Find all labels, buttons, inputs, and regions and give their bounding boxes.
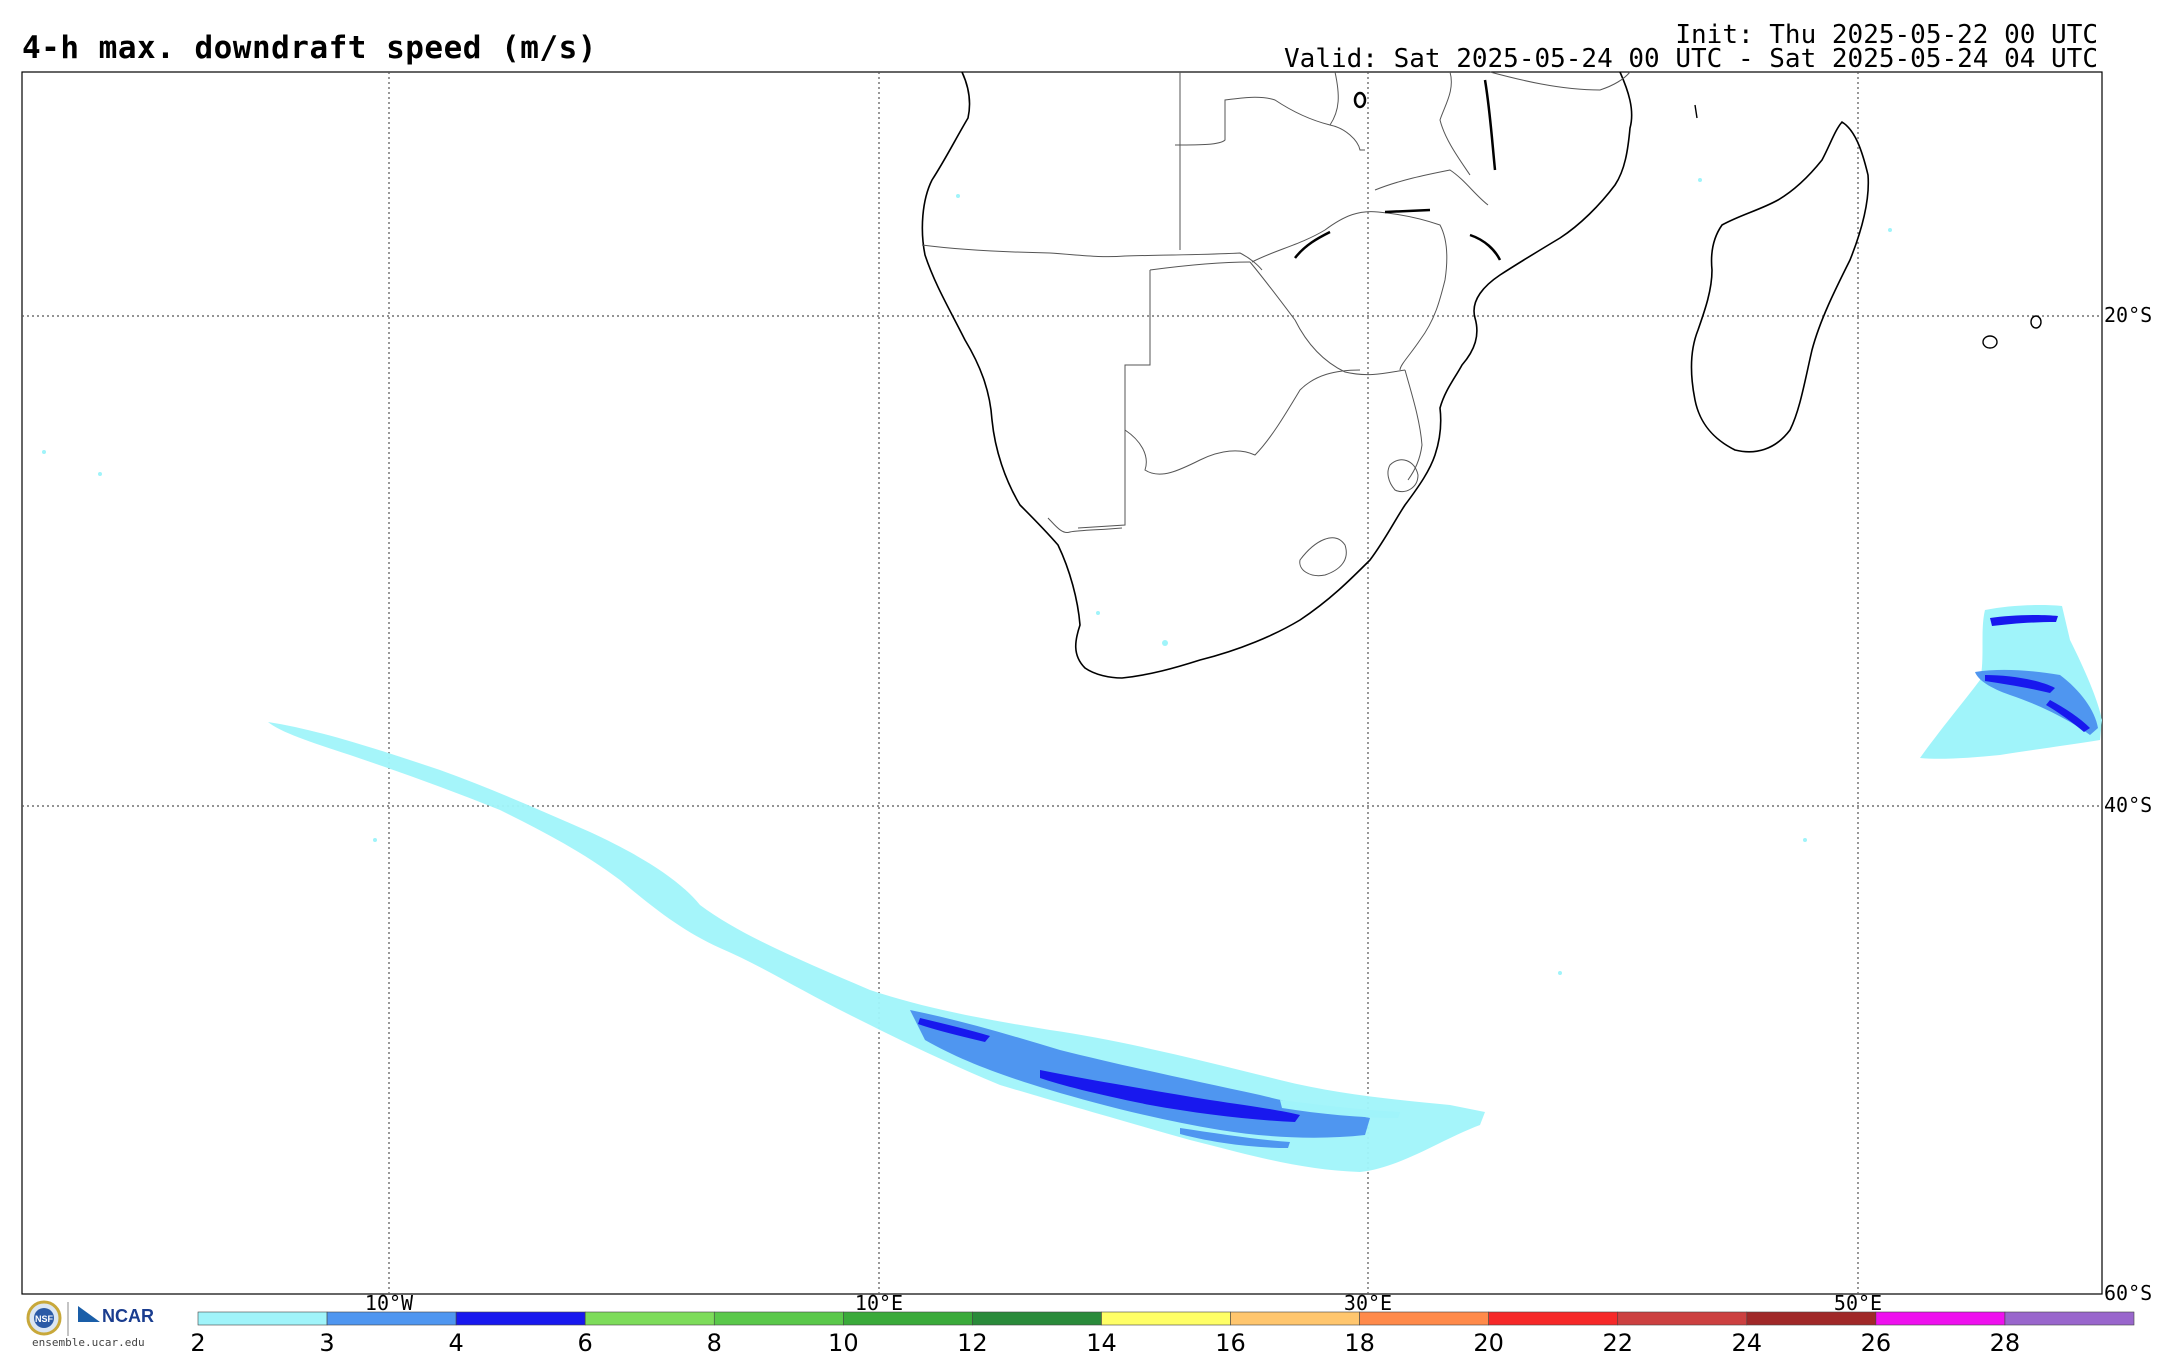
colorbar-tick-label: 18 (1344, 1329, 1375, 1354)
ncar-logo-mark (78, 1306, 100, 1322)
reunion-island (1982, 335, 1998, 349)
colorbar-tick-label: 22 (1602, 1329, 1633, 1354)
colorbar: 2 3 4 6 8 10 12 14 16 18 20 22 24 26 28 (190, 1311, 2135, 1354)
coastline-africa (921, 71, 1633, 679)
colorbar-swatch (1230, 1311, 1360, 1326)
colorbar-swatch (1359, 1311, 1489, 1326)
colorbar-swatch (326, 1311, 457, 1326)
lat-label-20s: 20°S (2104, 303, 2152, 327)
site-url: ensemble.ucar.edu (32, 1336, 145, 1349)
madagascar-coast (1690, 120, 1870, 453)
downdraft-swath-atlantic (268, 722, 1485, 1172)
colorbar-tick-label: 26 (1861, 1329, 1892, 1354)
colorbar-swatch (2004, 1311, 2135, 1326)
colorbar-tick-label: 4 (448, 1329, 463, 1354)
lakes (1294, 79, 1502, 261)
lon-label-10e: 10°E (855, 1291, 903, 1315)
nsf-logo-text: NSF (35, 1314, 54, 1324)
colorbar-tick-label: 28 (1990, 1329, 2021, 1354)
comoros-island (1694, 104, 1698, 119)
map-frame (21, 71, 2103, 1295)
lat-label-60s: 60°S (2104, 1281, 2152, 1305)
lon-label-50e: 50°E (1834, 1291, 1882, 1315)
lon-label-10w: 10°W (365, 1291, 414, 1315)
lon-label-30e: 30°E (1344, 1291, 1392, 1315)
colorbar-tick-label: 12 (957, 1329, 988, 1354)
islands (1694, 104, 2042, 349)
country-borders (921, 71, 1631, 577)
downdraft-specks (42, 178, 1892, 975)
colorbar-swatch (1746, 1311, 1877, 1326)
colorbar-swatch (713, 1311, 844, 1326)
mauritius-island (2030, 315, 2042, 329)
colorbar-tick-label: 14 (1086, 1329, 1117, 1354)
lesotho-border (1299, 537, 1347, 577)
ncar-logo (78, 1306, 100, 1322)
ncar-logo-text: NCAR (102, 1306, 154, 1326)
colorbar-swatch (584, 1311, 715, 1326)
colorbar-swatch (1488, 1311, 1619, 1326)
colorbar-swatch (1617, 1311, 1748, 1326)
colorbar-swatch (1101, 1311, 1231, 1326)
colorbar-tick-label: 8 (707, 1329, 722, 1354)
colorbar-tick-label: 24 (1732, 1329, 1763, 1354)
init-time: Init: Thu 2025-05-22 00 UTC (1675, 20, 2098, 50)
colorbar-tick-label: 6 (578, 1329, 593, 1354)
nsf-logo: NSF (26, 1300, 69, 1336)
colorbar-tick-label: 2 (190, 1329, 205, 1354)
colorbar-swatch (197, 1311, 328, 1326)
colorbar-tick-label: 3 (319, 1329, 334, 1354)
valid-time: Valid: Sat 2025-05-24 00 UTC - Sat 2025-… (1284, 44, 2098, 74)
eswatini-border (1387, 459, 1419, 493)
colorbar-swatch (843, 1311, 973, 1326)
graticule (22, 72, 2102, 1294)
colorbar-tick-label: 20 (1473, 1329, 1504, 1354)
colorbar-swatch (972, 1311, 1102, 1326)
colorbar-swatch (1875, 1311, 2006, 1326)
colorbar-tick-label: 10 (828, 1329, 859, 1354)
lat-label-40s: 40°S (2104, 793, 2152, 817)
colorbar-swatch (455, 1311, 586, 1326)
map-title: 4-h max. downdraft speed (m/s) (22, 30, 597, 66)
colorbar-tick-label: 16 (1215, 1329, 1246, 1354)
downdraft-cluster-indian (1920, 605, 2102, 759)
